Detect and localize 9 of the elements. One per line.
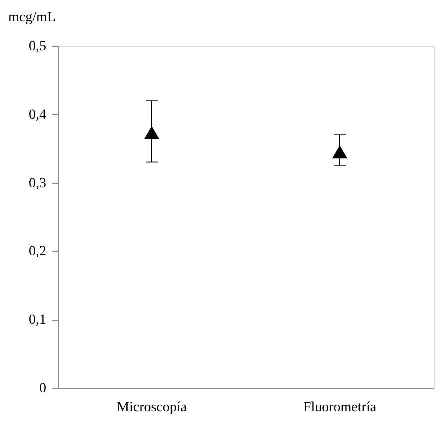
x-tick-label: Fluorometría bbox=[303, 400, 378, 416]
y-tick-label: 0 bbox=[40, 382, 46, 396]
y-axis-title: mcg/mL bbox=[8, 10, 56, 26]
y-tick-label: 0,2 bbox=[29, 244, 46, 260]
y-tick-label: 0,1 bbox=[29, 313, 46, 328]
x-tick-label: Microscopía bbox=[117, 400, 188, 416]
y-tick-label: 0,4 bbox=[29, 108, 46, 123]
y-tick-label: 0,3 bbox=[29, 176, 46, 192]
y-tick-label: 0,5 bbox=[29, 40, 46, 54]
